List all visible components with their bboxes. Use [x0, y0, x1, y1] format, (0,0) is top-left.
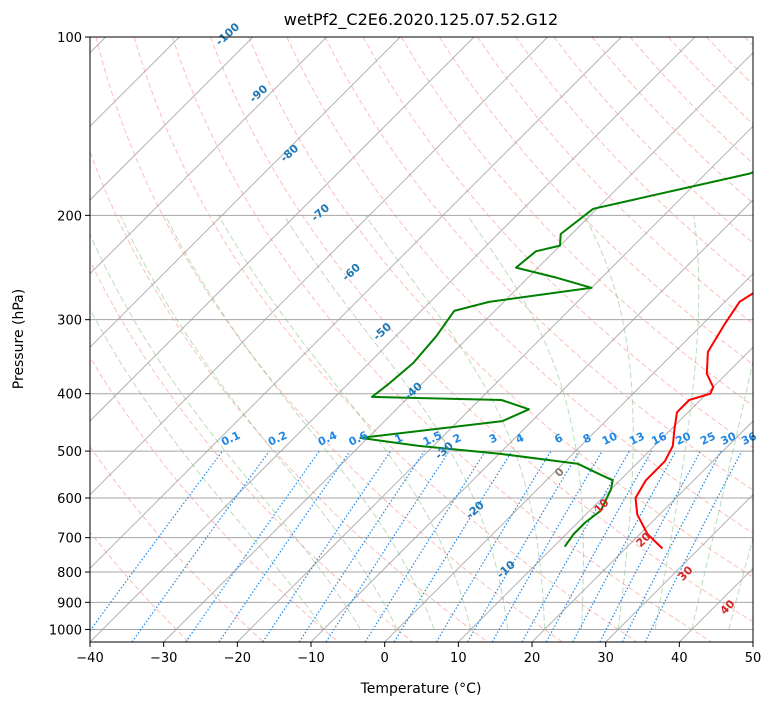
mixing-ratio-label: 10 — [600, 429, 620, 447]
dry-adiabat-line — [362, 37, 753, 449]
isotherm-line — [163, 51, 753, 642]
isotherm-line — [90, 37, 696, 642]
dry-adiabat-line — [324, 37, 753, 491]
isotherm-line — [384, 272, 753, 642]
dry-adiabat-line — [90, 259, 414, 642]
isotherm-line — [90, 37, 401, 349]
plot-frame — [89, 36, 754, 643]
x-tick-label: −20 — [224, 651, 251, 666]
y-tick-label: 900 — [57, 596, 82, 611]
x-tick-label: 30 — [597, 651, 614, 666]
chart-title: wetPf2_C2E6.2020.125.07.52.G12 — [284, 10, 558, 30]
background-lines — [90, 37, 753, 642]
isotherm-line — [310, 199, 753, 642]
dry-adiabat-line — [210, 37, 753, 623]
dry-adiabat-line — [286, 37, 753, 534]
dry-adiabat-line — [90, 531, 190, 642]
moist-adiabat-line — [654, 215, 700, 630]
mixing-ratio-label: 20 — [674, 429, 694, 447]
mixing-ratio-line — [521, 450, 631, 642]
y-tick-label: 200 — [57, 209, 82, 224]
mixing-ratio-line — [545, 450, 653, 642]
mixing-ratio-line — [364, 450, 486, 642]
mixing-ratio-line — [572, 450, 677, 642]
dry-adiabat-line — [515, 37, 753, 284]
mixing-ratio-line — [262, 450, 392, 642]
isotherm-line — [457, 346, 753, 642]
y-tick-label: 800 — [57, 566, 82, 581]
isotherm-line — [90, 37, 475, 422]
mixing-ratio-label: 25 — [698, 430, 717, 448]
moist-adiabat-line — [691, 358, 753, 630]
dry-adiabat-line — [248, 37, 753, 578]
dry-adiabat-line — [171, 37, 712, 642]
mixing-ratio-label: 13 — [627, 430, 646, 448]
isotherm-line — [90, 37, 549, 496]
mixing-ratio-line — [218, 450, 351, 642]
x-tick-label: 0 — [381, 651, 389, 666]
x-axis-title: Temperature (°C) — [360, 681, 482, 697]
isotherm-line — [90, 37, 254, 201]
mixing-ratio-line — [131, 450, 270, 642]
moist-adiabat-line — [218, 215, 472, 630]
y-tick-label: 1000 — [49, 623, 82, 638]
mixing-ratio-line — [325, 450, 450, 642]
profile-lines — [359, 171, 753, 550]
dry-adiabat-line — [90, 150, 488, 642]
moist-adiabat-line — [583, 215, 634, 630]
isotherm-line — [236, 125, 753, 642]
isotherm-line — [531, 420, 753, 642]
y-tick-label: 100 — [57, 31, 82, 46]
x-tick-label: −40 — [76, 651, 103, 666]
mixing-ratio-line — [599, 450, 702, 642]
isotherm-line — [90, 37, 328, 275]
moist-adiabat-line — [164, 215, 435, 630]
temperature-profile — [634, 292, 753, 550]
y-tick-label: 500 — [57, 445, 82, 460]
y-axis-title: Pressure (hPa) — [11, 289, 27, 389]
mixing-ratio-line — [298, 450, 425, 642]
y-axis: 100 200 300 400 500 600 700 800 900 1000 — [49, 31, 90, 638]
x-tick-label: 10 — [450, 651, 467, 666]
mixing-ratio-line — [435, 450, 552, 642]
mixing-ratio-line — [621, 450, 722, 642]
dry-adiabat-line — [95, 37, 563, 642]
mixing-ratio-label: 16 — [649, 429, 669, 447]
moist-adiabat-line — [364, 215, 546, 630]
x-tick-label: 40 — [671, 651, 688, 666]
dry-adiabat-line — [400, 37, 753, 407]
moist-adiabat-line — [728, 536, 753, 630]
dewpoint-profile — [359, 171, 753, 548]
x-axis: −40 −30 −20 −10 0 10 20 30 40 50 — [76, 642, 761, 666]
x-tick-label: 20 — [524, 651, 541, 666]
isotherm-line — [90, 37, 622, 570]
y-tick-label: 700 — [57, 532, 82, 547]
plot-area — [90, 37, 753, 642]
mixing-ratio-line — [393, 450, 513, 642]
isotherm-line — [605, 493, 753, 642]
dry-adiabat-line — [133, 37, 638, 642]
mixing-ratio-line — [185, 450, 320, 642]
dry-adiabat-line — [90, 445, 264, 642]
mixing-ratio-label: 36 — [739, 429, 759, 447]
dry-adiabat-line — [438, 37, 753, 366]
mixing-ratio-label: 30 — [719, 429, 739, 447]
x-tick-label: −10 — [297, 651, 324, 666]
x-tick-label: 50 — [745, 651, 762, 666]
mixing-ratio-line — [644, 450, 743, 642]
y-tick-label: 300 — [57, 314, 82, 329]
y-tick-label: 600 — [57, 492, 82, 507]
x-tick-label: −30 — [150, 651, 177, 666]
mixing-ratio-line — [90, 450, 223, 632]
y-tick-label: 400 — [57, 388, 82, 403]
dry-adiabat-line — [477, 37, 753, 325]
